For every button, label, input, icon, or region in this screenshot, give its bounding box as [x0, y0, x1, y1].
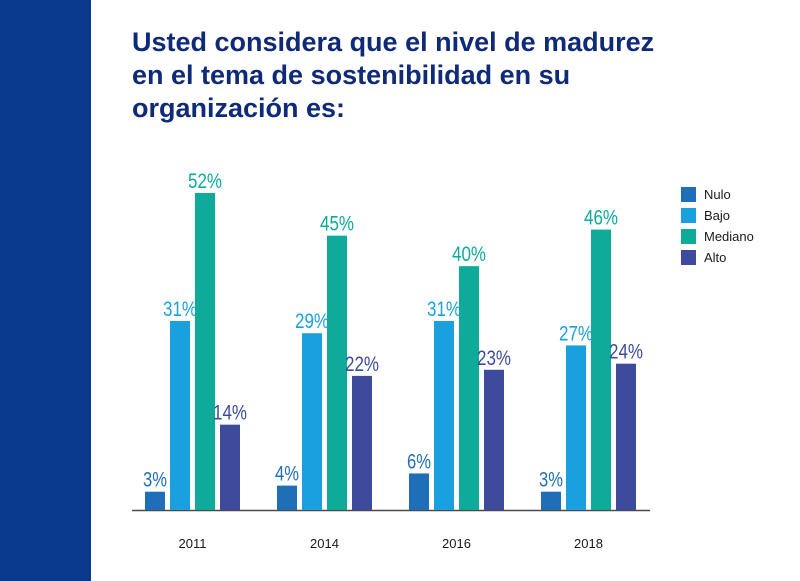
data-label-bajo-2011: 31% — [163, 298, 197, 321]
bar-alto-2014 — [352, 375, 372, 510]
bar-bajo-2016 — [434, 321, 454, 510]
bar-nulo-2016 — [409, 473, 429, 510]
bar-mediano-2014 — [327, 235, 347, 510]
x-tick-label-2016: 2016 — [442, 536, 471, 551]
title-line-1: Usted considera que el nivel de madurez — [132, 27, 655, 57]
bar-alto-2016 — [484, 369, 504, 510]
legend-label-mediano: Mediano — [704, 229, 754, 244]
bar-bajo-2014 — [302, 333, 322, 510]
title-line-3: organización es: — [132, 93, 346, 123]
x-tick-label-2011: 2011 — [179, 536, 207, 551]
sidebar-band — [0, 0, 91, 581]
bar-nulo-2011 — [145, 491, 165, 510]
bar-mediano-2018 — [591, 229, 611, 511]
data-label-alto-2018: 24% — [609, 341, 643, 364]
legend-swatch-nulo — [681, 187, 696, 202]
data-label-mediano-2011: 52% — [188, 170, 222, 193]
data-label-alto-2014: 22% — [345, 353, 379, 376]
x-tick-label-2018: 2018 — [574, 536, 603, 551]
legend-swatch-bajo — [681, 208, 696, 223]
legend-label-bajo: Bajo — [704, 208, 730, 223]
bar-alto-2018 — [616, 363, 636, 510]
data-label-mediano-2014: 45% — [320, 213, 354, 236]
data-label-nulo-2011: 3% — [143, 469, 167, 492]
legend-swatch-alto — [681, 250, 696, 265]
bar-mediano-2011 — [195, 193, 215, 510]
bar-alto-2011 — [220, 424, 240, 510]
chart-title: Usted considera que el nivel de madurez … — [132, 26, 732, 125]
data-label-alto-2016: 23% — [477, 347, 511, 370]
data-label-nulo-2018: 3% — [539, 469, 563, 492]
bar-nulo-2014 — [277, 485, 297, 510]
bar-bajo-2011 — [170, 321, 190, 510]
legend-swatch-mediano — [681, 229, 696, 244]
data-label-mediano-2016: 40% — [452, 243, 486, 266]
x-tick-label-2014: 2014 — [310, 536, 339, 551]
data-label-mediano-2018: 46% — [584, 207, 618, 230]
data-label-nulo-2016: 6% — [407, 450, 431, 473]
data-label-nulo-2014: 4% — [275, 463, 299, 486]
title-line-2: en el tema de sostenibilidad en su — [132, 60, 571, 90]
legend-label-alto: Alto — [704, 250, 726, 265]
bar-nulo-2018 — [541, 491, 561, 510]
data-label-bajo-2014: 29% — [295, 310, 329, 333]
data-label-bajo-2016: 31% — [427, 298, 461, 321]
data-label-alto-2011: 14% — [213, 402, 247, 425]
data-label-bajo-2018: 27% — [559, 322, 593, 345]
legend-label-nulo: Nulo — [704, 187, 731, 202]
bar-bajo-2018 — [566, 345, 586, 510]
bar-mediano-2016 — [459, 266, 479, 510]
